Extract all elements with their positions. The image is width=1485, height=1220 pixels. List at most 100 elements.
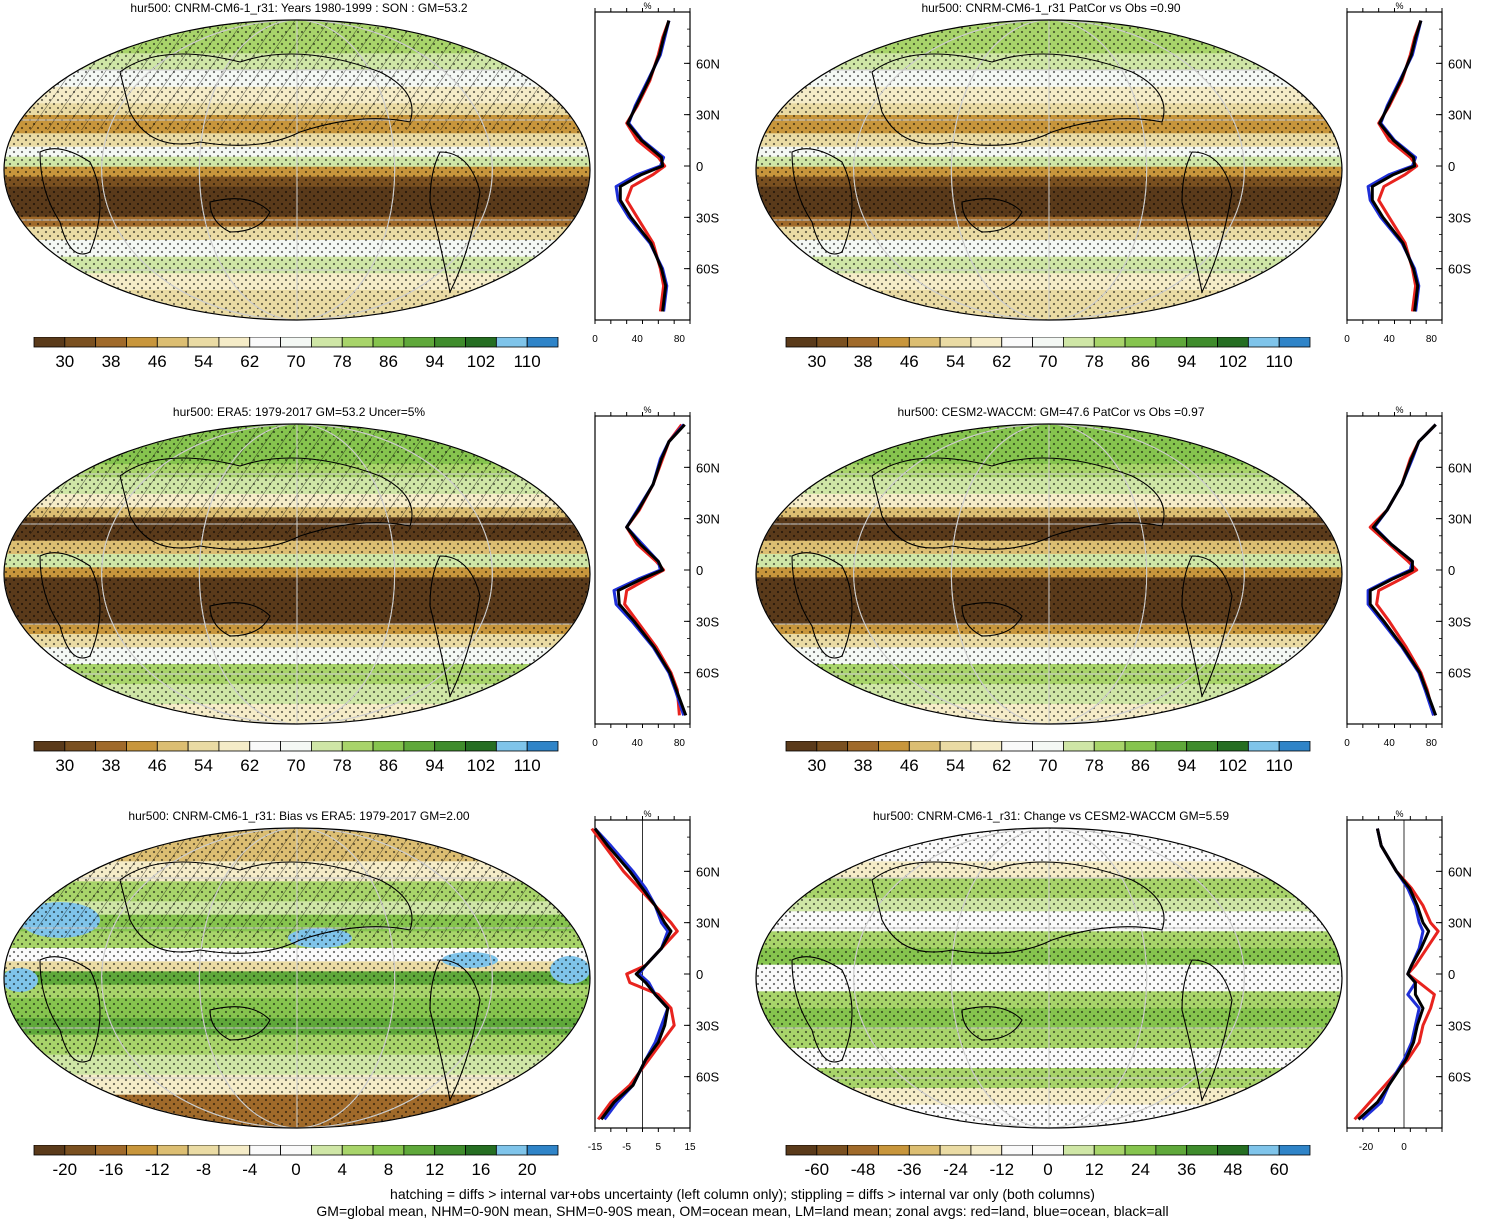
zonal-lat-label: 30S <box>696 210 719 225</box>
zonal-lat-label: 0 <box>1448 563 1455 578</box>
zonal-lat-label: 30N <box>1448 108 1472 123</box>
colorbar-swatch <box>817 337 848 347</box>
zonal-lat-label: 0 <box>696 159 703 174</box>
colorbar-label: -12 <box>145 1160 170 1180</box>
colorbar-label: 102 <box>1219 756 1247 776</box>
colorbar-label: -16 <box>99 1160 124 1180</box>
map-field <box>0 810 600 1150</box>
zonal-x-label: 80 <box>1426 738 1438 749</box>
zonal-lat-label: 60N <box>696 460 720 475</box>
colorbar-label: 0 <box>291 1160 300 1180</box>
zonal-x-label: 15 <box>684 1142 696 1153</box>
zonal-top-label: % <box>643 405 651 415</box>
colorbar-swatch <box>126 337 157 347</box>
colorbar-label: 54 <box>194 756 213 776</box>
colorbar-swatch <box>373 337 404 347</box>
colorbar-swatch <box>1279 741 1310 751</box>
colorbar-swatch <box>404 337 435 347</box>
zonal-frame <box>595 416 690 724</box>
colorbar-swatch <box>34 741 65 751</box>
colorbar-label: 78 <box>1085 756 1104 776</box>
colorbar-label: 86 <box>379 352 398 372</box>
zonal-lat-label: 30S <box>1448 210 1471 225</box>
colorbar-swatch <box>1094 337 1125 347</box>
colorbar-swatch <box>96 741 127 751</box>
zonal-x-label: 0 <box>1401 1142 1407 1153</box>
panel-p3: hur500: ERA5: 1979-2017 GM=53.2 Uncer=5%… <box>0 404 733 799</box>
zonal-x-label: 40 <box>632 334 644 345</box>
zonal-lat-label: 30S <box>1448 1018 1471 1033</box>
colorbar-label: 12 <box>1085 1160 1104 1180</box>
panel-p5: hur500: CNRM-CM6-1_r31: Bias vs ERA5: 19… <box>0 808 733 1203</box>
colorbar-swatch <box>311 337 342 347</box>
zonal-lat-label: 30N <box>696 916 720 931</box>
colorbar-swatch <box>878 1145 909 1155</box>
colorbar-label: 30 <box>807 352 826 372</box>
colorbar-swatch <box>1218 1145 1249 1155</box>
colorbar-swatch <box>250 337 281 347</box>
map-field <box>752 810 1352 1150</box>
colorbar-swatch <box>157 337 188 347</box>
colorbar-label: 70 <box>1039 756 1058 776</box>
colorbar-swatch <box>1063 1145 1094 1155</box>
colorbar-label: 86 <box>1131 756 1150 776</box>
colorbar-swatch <box>435 337 466 347</box>
colorbar-label: 102 <box>467 756 495 776</box>
colorbar-swatch <box>65 1145 96 1155</box>
colorbar-label: 8 <box>384 1160 393 1180</box>
colorbar-swatch <box>281 741 312 751</box>
colorbar-label: 110 <box>514 352 541 372</box>
zonal-lat-label: 0 <box>1448 159 1455 174</box>
zonal-x-label: 40 <box>1384 334 1396 345</box>
colorbar-swatch <box>1125 1145 1156 1155</box>
zonal-x-label: 40 <box>632 738 644 749</box>
colorbar-swatch <box>188 1145 219 1155</box>
map-field <box>0 2 600 342</box>
colorbar-swatch <box>1033 741 1064 751</box>
colorbar-label: 30 <box>55 756 74 776</box>
colorbar-swatch <box>940 1145 971 1155</box>
colorbar-label: 46 <box>900 756 919 776</box>
footer-line-1: hatching = diffs > internal var+obs unce… <box>0 1186 1485 1203</box>
colorbar-swatch <box>250 1145 281 1155</box>
colorbar-swatch <box>126 741 157 751</box>
colorbar <box>0 741 600 753</box>
map-field <box>0 406 600 746</box>
colorbar <box>0 337 600 349</box>
colorbar-label: 38 <box>102 756 121 776</box>
zonal-lat-label: 30S <box>696 614 719 629</box>
colorbar-label: 94 <box>425 352 444 372</box>
zonal-lat-label: 60N <box>1448 460 1472 475</box>
colorbar-swatch <box>971 337 1002 347</box>
colorbar-label: 110 <box>514 756 541 776</box>
colorbar-swatch <box>1156 1145 1187 1155</box>
colorbar-swatch <box>848 337 879 347</box>
colorbar-label: 46 <box>148 352 167 372</box>
colorbar-label: 54 <box>946 756 965 776</box>
zonal-frame <box>1347 12 1442 320</box>
colorbar-label: 12 <box>425 1160 444 1180</box>
colorbar-label: 46 <box>148 756 167 776</box>
zonal-x-label: -5 <box>622 1142 631 1153</box>
colorbar-swatch <box>1125 741 1156 751</box>
colorbar-swatch <box>373 741 404 751</box>
colorbar-swatch <box>817 741 848 751</box>
panel-p4: hur500: CESM2-WACCM: GM=47.6 PatCor vs O… <box>752 404 1485 799</box>
zonal-lat-label: 60S <box>696 1070 719 1085</box>
colorbar-swatch <box>157 1145 188 1155</box>
colorbar-label: 94 <box>1177 756 1196 776</box>
panel-p1: hur500: CNRM-CM6-1_r31: Years 1980-1999 … <box>0 0 733 395</box>
colorbar-label: 60 <box>1270 1160 1289 1180</box>
colorbar-swatch <box>971 1145 1002 1155</box>
colorbar-swatch <box>1125 337 1156 347</box>
zonal-frame <box>595 12 690 320</box>
colorbar-label: 30 <box>807 756 826 776</box>
colorbar-swatch <box>1002 337 1033 347</box>
colorbar-swatch <box>219 337 250 347</box>
colorbar-label: 102 <box>467 352 495 372</box>
